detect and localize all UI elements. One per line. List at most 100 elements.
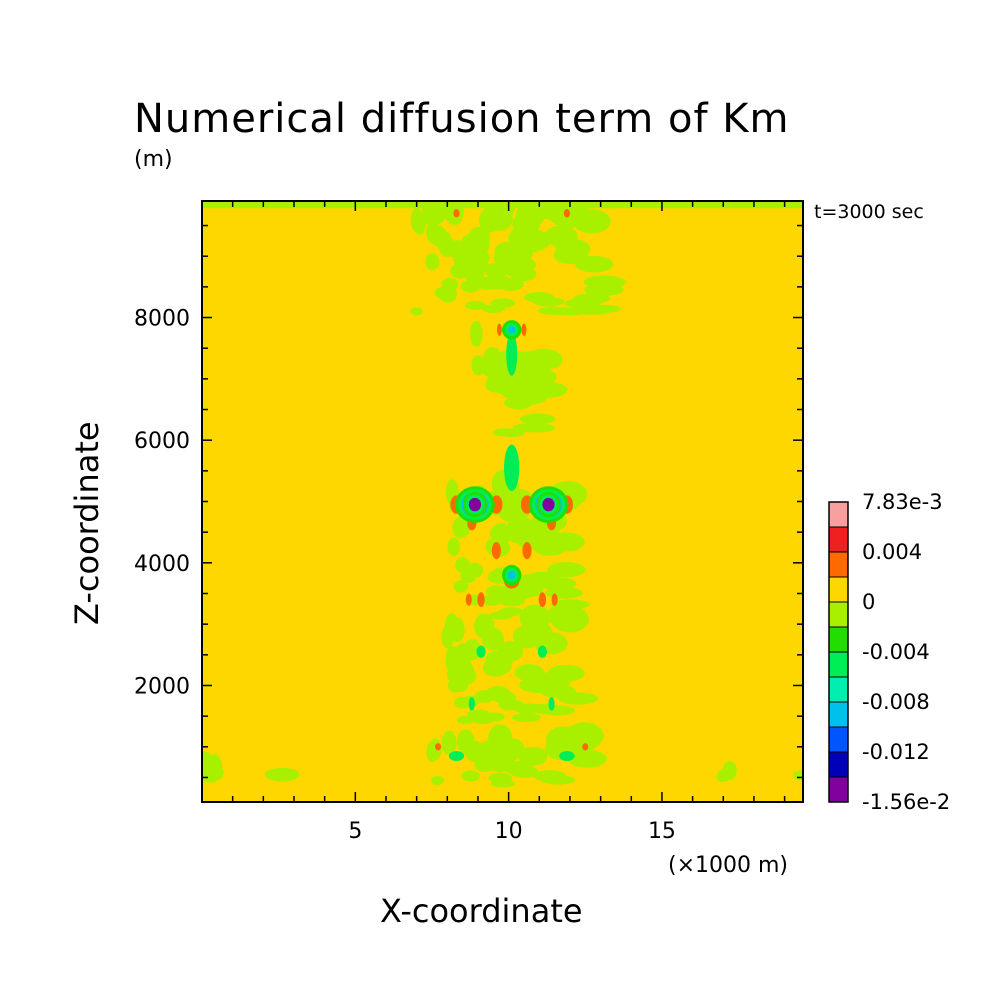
weak-negative-contour xyxy=(456,716,474,725)
weak-negative-contour xyxy=(512,713,542,723)
negative-contour xyxy=(559,751,575,761)
weak-negative-contour xyxy=(488,724,513,752)
colorbar: 7.83e-3 0.004 0 -0.004 -0.008 -0.012 -1.56e-2 xyxy=(828,490,950,814)
weak-negative-contour xyxy=(264,767,300,782)
weak-negative-contour xyxy=(497,497,524,522)
negative-contour xyxy=(508,326,516,334)
x-tick-label: 10 xyxy=(495,819,523,844)
weak-negative-contour xyxy=(564,298,601,309)
weak-negative-contour xyxy=(558,692,599,705)
weak-negative-contour xyxy=(461,770,481,782)
weak-negative-contour xyxy=(440,287,458,300)
weak-negative-contour xyxy=(426,221,441,244)
weak-negative-contour xyxy=(564,722,604,750)
colorbar-frame xyxy=(828,501,849,803)
weak-negative-contour xyxy=(489,523,514,544)
weak-negative-contour xyxy=(504,395,533,410)
weak-negative-contour xyxy=(501,260,528,277)
weak-negative-contour xyxy=(519,423,556,433)
negative-contour xyxy=(476,645,486,658)
positive-contour xyxy=(538,592,547,607)
weak-negative-contour xyxy=(447,537,461,557)
positive-contour xyxy=(522,541,532,560)
colorbar-label: -0.012 xyxy=(862,740,930,764)
colorbar-segment xyxy=(829,502,848,527)
weak-negative-contour xyxy=(478,207,502,233)
negative-contour xyxy=(504,444,520,492)
weak-negative-contour xyxy=(509,765,539,778)
positive-contour xyxy=(551,593,558,606)
colorbar-label: -0.004 xyxy=(862,640,930,664)
weak-negative-contour xyxy=(489,611,513,620)
x-axis-unit: (×1000 m) xyxy=(668,853,788,878)
weak-negative-contour xyxy=(204,753,223,779)
weak-negative-contour xyxy=(506,383,536,400)
weak-negative-contour xyxy=(482,357,501,378)
negative-contour xyxy=(537,645,547,658)
weak-negative-contour xyxy=(466,709,486,720)
weak-negative-contour xyxy=(514,528,546,549)
weak-negative-contour xyxy=(519,677,550,693)
weak-negative-contour xyxy=(481,627,504,651)
weak-negative-contour xyxy=(540,775,576,785)
axis-ticks xyxy=(202,201,803,802)
weak-negative-contour xyxy=(498,699,525,711)
weak-negative-contour xyxy=(508,227,536,249)
weak-negative-contour xyxy=(547,562,586,578)
y-axis-label: Z-coordinate xyxy=(68,421,106,625)
positive-contour xyxy=(477,592,485,607)
colorbar-segment xyxy=(829,727,848,752)
colorbar-segment xyxy=(829,577,848,602)
weak-negative-contour xyxy=(430,775,444,786)
weak-negative-contour xyxy=(413,210,427,235)
y-tick-label: 2000 xyxy=(134,674,190,699)
weak-negative-contour xyxy=(460,279,481,293)
weak-negative-contour xyxy=(481,304,506,313)
chart-unit: (m) xyxy=(134,147,173,172)
colorbar-label: 0.004 xyxy=(862,540,922,564)
positive-contour xyxy=(582,743,589,751)
x-tick-labels: 5 10 15 xyxy=(348,819,676,844)
weak-negative-contour xyxy=(441,730,457,756)
colorbar-segment xyxy=(829,527,848,552)
weak-negative-contour xyxy=(482,658,506,677)
negative-contour xyxy=(542,497,555,512)
positive-contour xyxy=(453,208,460,218)
positive-contour xyxy=(465,593,472,606)
negative-contour xyxy=(468,697,475,711)
weak-negative-contour xyxy=(484,276,509,290)
weak-negative-contour xyxy=(463,267,485,283)
weak-negative-contour xyxy=(492,428,517,437)
weak-negative-contour xyxy=(519,604,551,632)
weak-negative-contour xyxy=(454,653,471,673)
colorbar-segment xyxy=(829,627,848,652)
weak-negative-contour xyxy=(544,225,578,248)
weak-negative-contour xyxy=(513,585,544,598)
weak-negative-contour xyxy=(444,612,459,639)
weak-negative-contour xyxy=(425,253,440,271)
negative-contour xyxy=(508,570,516,580)
colorbar-segment xyxy=(829,552,848,577)
weak-negative-contour xyxy=(539,705,576,716)
weak-negative-contour xyxy=(441,277,459,291)
y-tick-labels: 2000 4000 6000 8000 xyxy=(134,307,190,700)
weak-negative-contour xyxy=(550,605,589,633)
colorbar-label: 7.83e-3 xyxy=(862,490,943,514)
weak-negative-contour xyxy=(494,242,520,261)
weak-negative-contour xyxy=(474,755,496,772)
negative-contour xyxy=(506,332,518,376)
colorbar-segment xyxy=(829,602,848,627)
x-tick-label: 5 xyxy=(348,819,362,844)
weak-negative-contour xyxy=(722,761,737,781)
weak-negative-contour xyxy=(455,557,470,574)
weak-negative-contour xyxy=(410,307,423,316)
colorbar-segment xyxy=(829,652,848,677)
weak-negative-contour xyxy=(514,350,548,372)
y-tick-label: 4000 xyxy=(134,552,190,577)
weak-negative-contour xyxy=(482,712,506,722)
time-label: t=3000 sec xyxy=(814,201,924,223)
y-tick-label: 6000 xyxy=(134,429,190,454)
negative-contour xyxy=(468,497,482,512)
weak-negative-contour xyxy=(526,571,560,586)
weak-negative-contour xyxy=(453,250,472,268)
